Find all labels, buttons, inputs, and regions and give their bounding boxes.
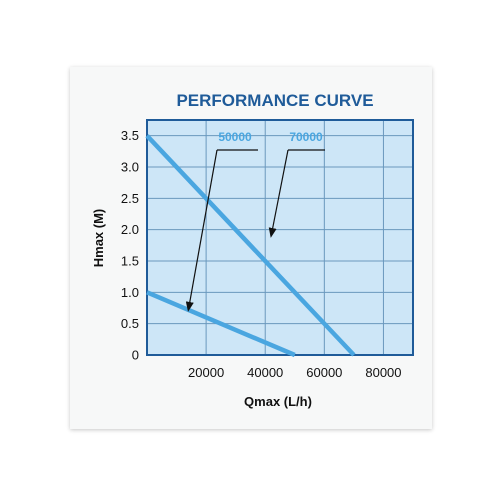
grid	[147, 120, 413, 355]
y-tick-label-3-0: 3.0	[121, 160, 139, 175]
y-tick-label-2-5: 2.5	[121, 191, 139, 206]
plot-frame	[146, 119, 414, 356]
y-tick-label-0-5: 0.5	[121, 316, 139, 331]
y-axis-label: Hmax (M)	[91, 209, 106, 268]
y-tick-label-0: 0	[132, 348, 139, 363]
series-line-70000	[145, 134, 356, 357]
x-tick-label-20000: 20000	[188, 365, 224, 380]
series-line-50000	[146, 290, 296, 358]
annotation-arrow-50000	[185, 149, 218, 312]
annotation-label-50000: 50000	[218, 130, 252, 144]
x-tick-label-80000: 80000	[365, 365, 401, 380]
x-tick-label-40000: 40000	[247, 365, 283, 380]
y-tick-label-3-5: 3.5	[121, 128, 139, 143]
x-tick-label-60000: 60000	[306, 365, 342, 380]
y-tick-labels: 0 0.5 1.0 1.5 2.0 2.5 3.0 3.5	[121, 128, 139, 362]
x-tick-labels: 20000 40000 60000 80000	[188, 365, 401, 380]
series-layer	[145, 134, 356, 358]
chart-title: PERFORMANCE CURVE	[176, 91, 373, 110]
y-tick-label-1-0: 1.0	[121, 285, 139, 300]
annotation-arrow-70000	[268, 149, 289, 238]
x-axis-label: Qmax (L/h)	[244, 394, 312, 409]
annotation-label-70000: 70000	[289, 130, 323, 144]
plot-area	[147, 120, 413, 355]
y-tick-label-1-5: 1.5	[121, 254, 139, 269]
y-tick-label-2-0: 2.0	[121, 222, 139, 237]
annotation-layer: 50000 70000	[185, 130, 325, 312]
